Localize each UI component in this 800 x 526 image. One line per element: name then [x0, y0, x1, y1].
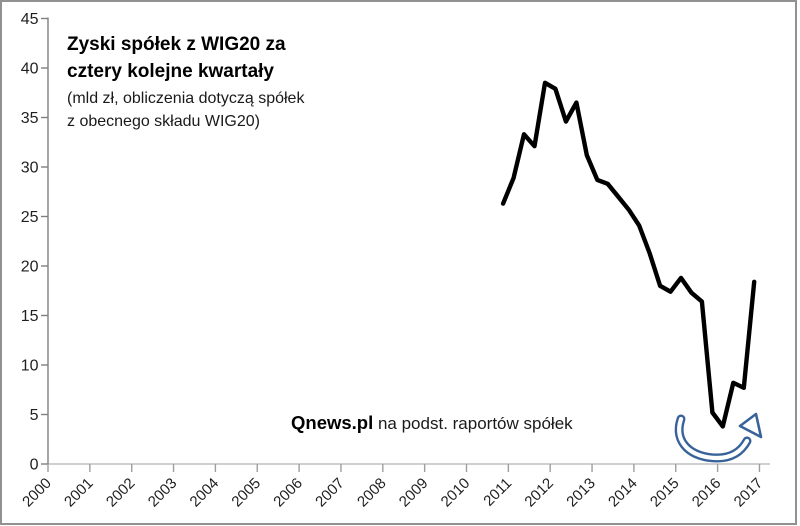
profit-line-series — [500, 80, 757, 429]
y-axis-tick-label: 25 — [21, 209, 39, 226]
x-axis-tick-label: 2016 — [689, 475, 725, 511]
y-axis-tick-label: 45 — [21, 11, 39, 28]
rebound-arrow-icon — [674, 412, 763, 463]
chart-title-line1: Zyski spółek z WIG20 za — [67, 34, 286, 55]
x-axis-tick-label: 2004 — [187, 475, 223, 511]
x-axis-tick-label: 2005 — [228, 475, 264, 511]
y-axis-tick-label: 5 — [30, 407, 39, 424]
x-axis-tick-label: 2009 — [396, 475, 432, 511]
rebound-arrow-head — [738, 412, 763, 439]
chart-subtitle: (mld zł, obliczenia dotyczą spółek z obe… — [67, 87, 304, 133]
x-axis-tick-label: 2011 — [480, 475, 515, 510]
x-axis-tick-label: 2003 — [145, 475, 181, 511]
y-axis-tick-label: 10 — [21, 358, 39, 375]
source-credit-text: na podst. raportów spółek — [373, 414, 573, 433]
x-axis-tick-label: 2002 — [103, 475, 139, 511]
chart-title-line2: cztery kolejne kwartały — [67, 61, 274, 82]
x-axis-tick-label: 2000 — [19, 475, 55, 511]
y-axis-tick-label: 20 — [21, 259, 39, 276]
x-axis-tick-label: 2014 — [605, 475, 641, 511]
source-credit: Qnews.pl na podst. raportów spółek — [291, 412, 573, 434]
x-axis-tick-label: 2007 — [312, 475, 348, 511]
x-axis-tick-label: 2001 — [61, 475, 97, 511]
x-axis-tick-label: 2010 — [438, 475, 474, 511]
x-axis-tick-label: 2013 — [563, 475, 599, 511]
source-credit-brand: Qnews.pl — [291, 412, 374, 433]
x-axis-tick-label: 2015 — [647, 475, 683, 511]
y-axis-tick-label: 0 — [30, 457, 39, 474]
chart-subtitle-line2: z obecnego składu WIG20) — [67, 113, 260, 130]
chart-subtitle-line1: (mld zł, obliczenia dotyczą spółek — [67, 90, 305, 107]
rebound-arrow-band-fill — [677, 416, 750, 461]
y-axis-tick-label: 35 — [21, 110, 39, 127]
x-axis-tick-label: 2017 — [731, 475, 767, 511]
y-axis-tick-label: 40 — [21, 61, 39, 78]
x-axis-tick-label: 2006 — [270, 475, 306, 511]
x-axis-tick-label: 2012 — [521, 475, 557, 511]
y-axis-tick-label: 30 — [21, 160, 39, 177]
chart-title: Zyski spółek z WIG20 za cztery kolejne k… — [67, 31, 286, 85]
x-axis-tick-label: 2008 — [354, 475, 390, 511]
y-axis-tick-label: 15 — [21, 308, 39, 325]
